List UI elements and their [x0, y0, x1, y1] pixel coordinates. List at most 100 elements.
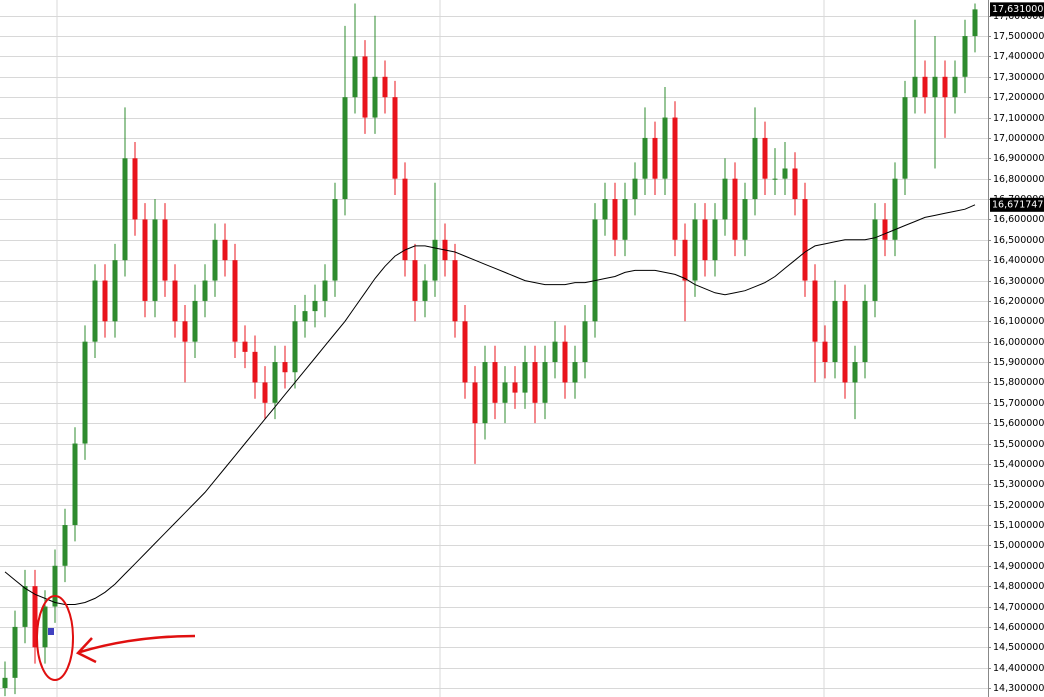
candle-body [672, 117, 678, 240]
candle-body [532, 362, 538, 403]
candle-body [772, 178, 778, 180]
y-tick-label: 15,400000 [993, 459, 1044, 470]
candle-body [742, 199, 748, 240]
candle-body [922, 76, 928, 98]
candle-body [942, 76, 948, 98]
candle-body [722, 178, 728, 220]
y-tick-label: 14,700000 [993, 602, 1044, 613]
y-tick-label: 16,600000 [993, 214, 1044, 225]
candle-body [822, 341, 828, 363]
candle-body [292, 321, 298, 373]
y-tick-label: 16,400000 [993, 255, 1044, 266]
y-tick-label: 17,200000 [993, 92, 1044, 103]
y-tick-label: 16,000000 [993, 337, 1044, 348]
candle-body [882, 219, 888, 240]
candle-body [412, 260, 418, 301]
candle-body [212, 239, 218, 281]
candle-body [592, 219, 598, 322]
y-tick-label: 16,900000 [993, 153, 1044, 164]
y-tick-label: 15,700000 [993, 398, 1044, 409]
candle-body [872, 219, 878, 301]
candle-body [972, 9, 978, 37]
candle-body [172, 280, 178, 322]
y-tick-label: 14,600000 [993, 622, 1044, 633]
candle-body [602, 199, 608, 220]
y-tick-label: 16,500000 [993, 235, 1044, 246]
y-tick-label: 15,200000 [993, 500, 1044, 511]
candle-body [782, 168, 788, 179]
candle-body [22, 586, 28, 627]
candle-body [552, 341, 558, 363]
candle-body [222, 239, 228, 261]
candle-body [952, 76, 958, 98]
candle-body [902, 97, 908, 179]
candle-body [562, 341, 568, 383]
candle-body [842, 300, 848, 383]
candle-body [392, 97, 398, 179]
y-tick-label: 15,800000 [993, 377, 1044, 388]
candle-body [372, 76, 378, 118]
y-tick-label: 15,500000 [993, 439, 1044, 450]
y-tick-label: 16,800000 [993, 174, 1044, 185]
grid [0, 16, 988, 689]
y-tick-label: 16,300000 [993, 276, 1044, 287]
y-tick-label: 15,900000 [993, 357, 1044, 368]
candle-body [792, 168, 798, 200]
candle-body [662, 117, 668, 179]
candle-body [62, 525, 68, 566]
annotation [36, 595, 196, 681]
price-badge-label: 16,671747 [992, 199, 1043, 210]
candle-body [762, 137, 768, 179]
candle-body [32, 586, 38, 648]
candle-body [572, 362, 578, 383]
candle-body [632, 178, 638, 200]
candle-body [452, 260, 458, 322]
candle-body [72, 443, 78, 526]
candle-body [522, 362, 528, 393]
candle-body [502, 382, 508, 403]
candle-body [52, 565, 58, 607]
marker [48, 628, 54, 635]
candle-body [242, 341, 248, 352]
candle-body [232, 260, 238, 342]
y-tick-label: 17,100000 [993, 113, 1044, 124]
plot-area [2, 3, 978, 697]
candle-body [382, 76, 388, 98]
candle-body [472, 382, 478, 424]
candle-body [462, 321, 468, 383]
y-tick-label: 16,200000 [993, 296, 1044, 307]
candle-body [832, 300, 838, 363]
y-tick-label: 17,600000 [993, 11, 1044, 22]
y-tick-label: 15,000000 [993, 540, 1044, 551]
candle-body [272, 362, 278, 403]
candle-body [702, 219, 708, 261]
candle-body [12, 626, 18, 678]
candle-body [342, 97, 348, 200]
candle-body [732, 178, 738, 240]
candle-body [102, 280, 108, 322]
candle-body [82, 341, 88, 444]
candle-body [612, 199, 618, 240]
candle-body [2, 677, 8, 689]
candle-body [152, 219, 158, 301]
candle-body [262, 382, 268, 403]
y-tick-label: 14,800000 [993, 581, 1044, 592]
candle-body [142, 219, 148, 301]
y-tick-label: 17,000000 [993, 133, 1044, 144]
candle-body [812, 280, 818, 342]
candle-body [122, 158, 128, 261]
candle-body [112, 260, 118, 322]
highlight-circle [36, 595, 74, 681]
candle-body [642, 137, 648, 179]
candle-body [362, 56, 368, 118]
candle-body [892, 178, 898, 240]
y-tick-label: 14,300000 [993, 683, 1044, 694]
candle-body [712, 219, 718, 261]
y-tick-label: 17,400000 [993, 51, 1044, 62]
candle-body [652, 137, 658, 179]
candle-body [692, 219, 698, 281]
candle-body [42, 606, 48, 648]
candle-body [682, 239, 688, 281]
